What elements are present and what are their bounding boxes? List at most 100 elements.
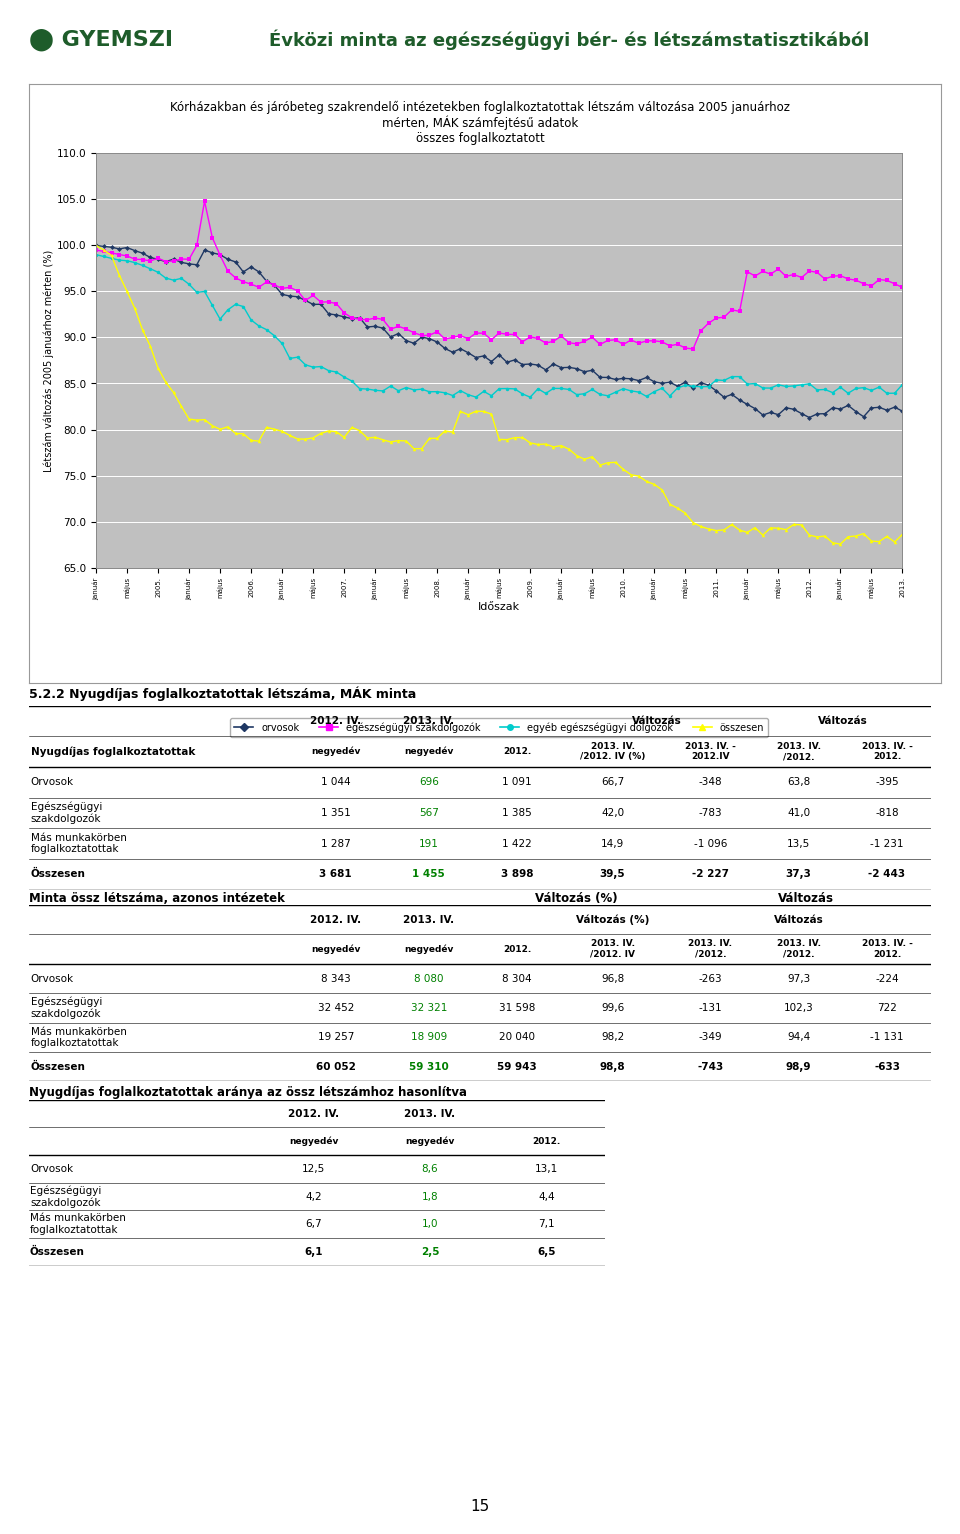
Text: 2013. IV.: 2013. IV.	[403, 716, 454, 726]
Text: 37,3: 37,3	[785, 870, 811, 879]
Text: 13,5: 13,5	[787, 839, 810, 848]
Text: negyedév: negyedév	[404, 945, 453, 954]
Text: 1,0: 1,0	[421, 1220, 439, 1229]
egyéb egészségügyi dolgozók	[680, 376, 691, 394]
Text: 2012.: 2012.	[533, 1137, 561, 1146]
Text: 5.2.2 Nyugdíjas foglalkoztatottak létszáma, MÁK minta: 5.2.2 Nyugdíjas foglalkoztatottak létszá…	[29, 686, 416, 701]
Text: 2013. IV. -
2012.IV: 2013. IV. - 2012.IV	[684, 742, 735, 761]
Text: Orvosok: Orvosok	[31, 974, 74, 983]
Text: 2013. IV.: 2013. IV.	[403, 914, 454, 925]
egyéb egészségügyi dolgozók	[90, 245, 102, 264]
Text: 8 343: 8 343	[321, 974, 350, 983]
Text: Más munkakörben
foglalkoztatottak: Más munkakörben foglalkoztatottak	[30, 1213, 126, 1235]
egészségügyi szakdolgozók	[897, 278, 908, 296]
Text: 2013. IV.
/2012.: 2013. IV. /2012.	[688, 939, 732, 959]
összesen	[90, 236, 102, 255]
egészségügyi szakdolgozók	[408, 324, 420, 342]
egyéb egészségügyi dolgozók	[524, 388, 536, 407]
összesen	[439, 422, 450, 440]
Text: 32 321: 32 321	[411, 1003, 447, 1012]
Text: Egészségügyi
szakdolgozók: Egészségügyi szakdolgozók	[30, 1186, 102, 1207]
Text: 42,0: 42,0	[601, 808, 624, 818]
Text: Összesen: Összesen	[31, 870, 85, 879]
Legend: orvosok, egészségügyi szakdolgozók, egyéb egészségügyi dolgozók, összesen: orvosok, egészségügyi szakdolgozók, egyé…	[230, 718, 768, 736]
Text: -1 231: -1 231	[871, 839, 903, 848]
Text: -1 096: -1 096	[693, 839, 727, 848]
Text: negyedév: negyedév	[289, 1137, 338, 1146]
Text: 2,5: 2,5	[420, 1247, 440, 1256]
Text: 98,9: 98,9	[786, 1062, 811, 1072]
orvosok	[439, 339, 450, 357]
Text: Változás: Változás	[818, 716, 868, 726]
Text: 14,9: 14,9	[601, 839, 624, 848]
Text: negyedév: negyedév	[405, 1137, 455, 1146]
Line: összesen: összesen	[94, 244, 904, 546]
Text: -743: -743	[697, 1062, 724, 1072]
Text: Nyugdíjas foglalkoztatottak: Nyugdíjas foglalkoztatottak	[31, 747, 195, 756]
orvosok	[680, 373, 691, 391]
egyéb egészségügyi dolgozók	[98, 247, 109, 265]
Text: 1,8: 1,8	[421, 1192, 439, 1201]
Text: 96,8: 96,8	[601, 974, 624, 983]
Text: Minta össz létszáma, azonos intézetek: Minta össz létszáma, azonos intézetek	[29, 893, 285, 905]
Text: 2013. IV.
/2012. IV (%): 2013. IV. /2012. IV (%)	[580, 742, 645, 761]
Text: 1 455: 1 455	[413, 870, 445, 879]
Text: Változás: Változás	[779, 893, 834, 905]
Text: -349: -349	[699, 1032, 722, 1043]
összesen	[98, 241, 109, 259]
Text: összes foglalkoztatott: összes foglalkoztatott	[416, 132, 544, 144]
Text: 32 452: 32 452	[318, 1003, 354, 1012]
egyéb egészségügyi dolgozók	[439, 384, 450, 402]
Text: 6,7: 6,7	[305, 1220, 322, 1229]
Text: negyedév: negyedév	[311, 747, 361, 756]
Text: 12,5: 12,5	[302, 1164, 325, 1174]
Y-axis label: Létszám változás 2005 januárhoz mérten (%): Létszám változás 2005 januárhoz mérten (…	[43, 250, 54, 471]
egészségügyi szakdolgozók	[680, 339, 691, 357]
Text: Nyugdíjas foglalkoztatottak aránya az össz létszámhoz hasonlítva: Nyugdíjas foglalkoztatottak aránya az ös…	[29, 1086, 467, 1098]
összesen	[672, 499, 684, 517]
Text: 2013. IV. -
2012.: 2013. IV. - 2012.	[861, 742, 912, 761]
egészségügyi szakdolgozók	[206, 229, 218, 247]
Text: negyedév: negyedév	[404, 747, 453, 756]
Text: 98,8: 98,8	[600, 1062, 625, 1072]
Text: 2012.: 2012.	[503, 945, 531, 954]
orvosok	[90, 236, 102, 255]
Text: 63,8: 63,8	[787, 778, 810, 787]
egyéb egészségügyi dolgozók	[687, 377, 699, 396]
Text: mérten, MÁK számfejtésű adatok: mérten, MÁK számfejtésű adatok	[382, 115, 578, 130]
Text: 1 044: 1 044	[321, 778, 350, 787]
Text: 2012. IV.: 2012. IV.	[288, 1109, 339, 1118]
Text: 60 052: 60 052	[316, 1062, 356, 1072]
Line: orvosok: orvosok	[94, 244, 904, 419]
Text: -224: -224	[876, 974, 899, 983]
Text: 2013. IV.
/2012. IV: 2013. IV. /2012. IV	[590, 939, 636, 959]
Text: 15: 15	[470, 1499, 490, 1514]
Text: Évközi minta az egészségügyi bér- és létszámstatisztikából: Évközi minta az egészségügyi bér- és lét…	[269, 29, 869, 51]
egészségügyi szakdolgozók	[447, 328, 459, 347]
Text: 4,2: 4,2	[305, 1192, 322, 1201]
összesen	[889, 532, 900, 551]
Text: 98,2: 98,2	[601, 1032, 624, 1043]
egyéb egészségügyi dolgozók	[889, 384, 900, 402]
Line: egyéb egészségügyi dolgozók: egyéb egészségügyi dolgozók	[94, 253, 904, 399]
egészségügyi szakdolgozók	[90, 241, 102, 259]
Text: Orvosok: Orvosok	[30, 1164, 73, 1174]
Text: 1 422: 1 422	[502, 839, 532, 848]
Text: 13,1: 13,1	[535, 1164, 558, 1174]
Text: Más munkakörben
foglalkoztatottak: Más munkakörben foglalkoztatottak	[31, 1026, 127, 1048]
Text: 1 287: 1 287	[321, 839, 350, 848]
Text: Egészségügyi
szakdolgozók: Egészségügyi szakdolgozók	[31, 997, 102, 1019]
összesen	[199, 411, 210, 430]
orvosok	[897, 402, 908, 420]
Text: -263: -263	[699, 974, 722, 983]
Text: 102,3: 102,3	[783, 1003, 813, 1012]
orvosok	[199, 241, 210, 259]
orvosok	[98, 238, 109, 256]
Text: 3 898: 3 898	[501, 870, 534, 879]
összesen	[897, 525, 908, 543]
Text: Változás (%): Változás (%)	[535, 893, 617, 905]
orvosok	[804, 408, 815, 426]
Text: Változás (%): Változás (%)	[576, 914, 649, 925]
Text: -783: -783	[699, 808, 722, 818]
Text: 94,4: 94,4	[787, 1032, 810, 1043]
